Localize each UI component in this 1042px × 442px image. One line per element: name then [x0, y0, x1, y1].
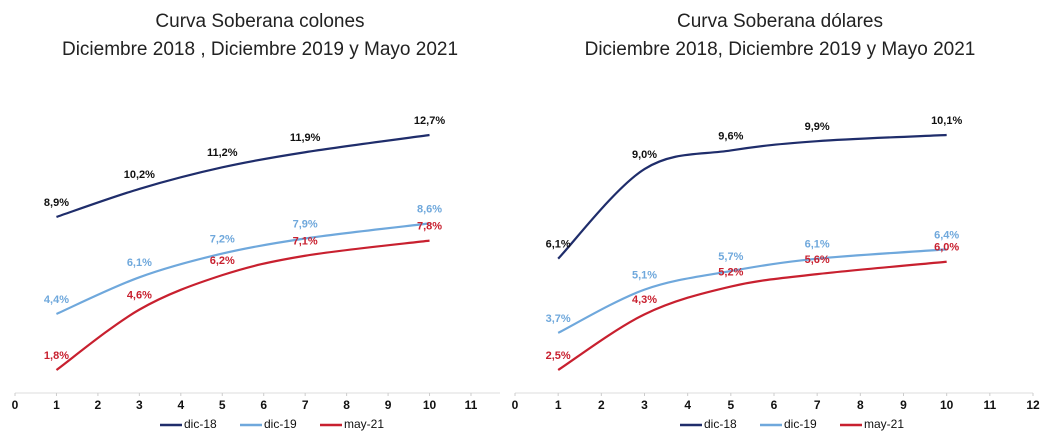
- x-tick-label: 3: [136, 398, 143, 412]
- x-tick-label: 6: [260, 398, 267, 412]
- x-tick-label: 9: [900, 398, 907, 412]
- legend-label: dic-19: [784, 417, 817, 431]
- x-tick-label: 5: [727, 398, 734, 412]
- x-tick-label: 7: [814, 398, 821, 412]
- data-label: 7,9%: [293, 218, 318, 230]
- data-label: 8,9%: [44, 197, 69, 209]
- x-tick-label: 6: [771, 398, 778, 412]
- data-label: 10,2%: [124, 169, 155, 181]
- data-label: 5,2%: [718, 266, 743, 278]
- data-label: 1,8%: [44, 350, 69, 362]
- data-label: 11,9%: [290, 132, 321, 144]
- data-label: 7,2%: [210, 233, 235, 245]
- data-label: 6,4%: [934, 229, 959, 241]
- x-tick-label: 11: [983, 398, 996, 412]
- series-line: [55, 239, 430, 371]
- data-label: 6,0%: [934, 242, 959, 254]
- x-tick-label: 8: [343, 398, 350, 412]
- data-label: 9,9%: [805, 121, 830, 133]
- x-tick-label: 9: [385, 398, 392, 412]
- data-label: 7,8%: [417, 221, 442, 233]
- legend-label: dic-18: [184, 417, 217, 431]
- x-tick-label: 7: [302, 398, 309, 412]
- x-tick-label: 5: [219, 398, 226, 412]
- data-label: 5,6%: [805, 254, 830, 266]
- data-label: 5,7%: [718, 251, 743, 263]
- series-line: [56, 133, 430, 218]
- data-label: 6,1%: [546, 239, 571, 251]
- series-line: [56, 222, 430, 315]
- data-label: 6,1%: [805, 239, 830, 251]
- data-label: 4,6%: [127, 290, 152, 302]
- data-label: 6,1%: [127, 257, 152, 269]
- x-tick-label: 11: [465, 398, 478, 412]
- x-tick-label: 8: [857, 398, 864, 412]
- data-label: 10,1%: [931, 115, 962, 127]
- legend-label: may-21: [344, 417, 384, 431]
- chart-title: Curva Soberana dólares: [677, 11, 883, 32]
- x-tick-label: 4: [684, 398, 691, 412]
- x-tick-label: 10: [423, 398, 437, 412]
- data-label: 6,2%: [210, 255, 235, 267]
- x-tick-label: 0: [512, 398, 519, 412]
- x-tick-label: 12: [1026, 398, 1040, 412]
- chart-subtitle: Diciembre 2018 , Diciembre 2019 y Mayo 2…: [62, 39, 458, 60]
- x-tick-label: 0: [12, 398, 19, 412]
- data-label: 5,1%: [632, 270, 657, 282]
- x-tick-label: 4: [177, 398, 184, 412]
- x-tick-label: 2: [95, 398, 102, 412]
- data-label: 4,3%: [632, 294, 657, 306]
- series-line: [557, 133, 947, 260]
- legend-label: dic-18: [704, 417, 737, 431]
- data-label: 8,6%: [417, 203, 442, 215]
- chart-subtitle: Diciembre 2018, Diciembre 2019 y Mayo 20…: [585, 39, 976, 60]
- series-line: [557, 260, 947, 371]
- data-label: 2,5%: [546, 350, 571, 362]
- x-tick-label: 1: [53, 398, 60, 412]
- data-label: 3,7%: [546, 313, 571, 325]
- data-label: 9,6%: [718, 130, 743, 142]
- legend-label: dic-19: [264, 417, 297, 431]
- data-label: 7,1%: [293, 236, 318, 248]
- x-tick-label: 2: [598, 398, 605, 412]
- data-label: 12,7%: [414, 115, 445, 127]
- x-tick-label: 1: [555, 398, 562, 412]
- x-tick-label: 10: [940, 398, 954, 412]
- chart-title: Curva Soberana colones: [155, 11, 364, 32]
- data-label: 9,0%: [632, 149, 657, 161]
- legend-label: may-21: [864, 417, 904, 431]
- x-tick-label: 3: [641, 398, 648, 412]
- data-label: 4,4%: [44, 294, 69, 306]
- series-line: [557, 248, 947, 334]
- data-label: 11,2%: [207, 147, 238, 159]
